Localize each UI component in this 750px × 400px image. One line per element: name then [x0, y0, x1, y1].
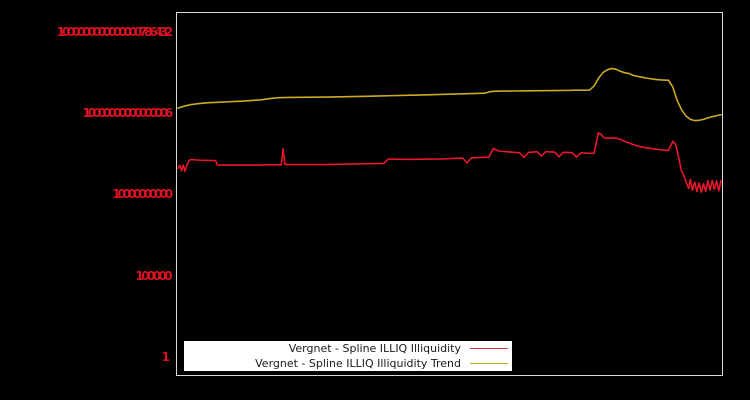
- legend-entry[interactable]: Vergnet - Spline ILLIQ Illiquidity Trend: [184, 356, 512, 371]
- plot-svg: [177, 13, 722, 375]
- legend-entry[interactable]: Vergnet - Spline ILLIQ Illiquidity: [184, 341, 512, 356]
- legend-entry-label: Vergnet - Spline ILLIQ Illiquidity Trend: [255, 357, 461, 370]
- plot-area: [176, 12, 723, 376]
- y-axis-tick-label: 10000000000000006: [82, 106, 173, 120]
- series-line-0: [178, 133, 721, 192]
- y-axis-tick-label: 10000000000: [112, 187, 173, 201]
- y-axis-tick-label: 100000: [135, 269, 173, 283]
- y-axis-tick-label: 1000000000000000786432: [56, 25, 174, 39]
- y-axis-tick-label: 1: [161, 350, 170, 364]
- legend-entry-label: Vergnet - Spline ILLIQ Illiquidity: [288, 342, 461, 355]
- legend-color-swatch: [470, 363, 508, 364]
- legend-color-swatch: [470, 348, 508, 349]
- chart-legend: Vergnet - Spline ILLIQ Illiquidity Vergne…: [184, 341, 512, 371]
- series-line-1: [178, 69, 721, 121]
